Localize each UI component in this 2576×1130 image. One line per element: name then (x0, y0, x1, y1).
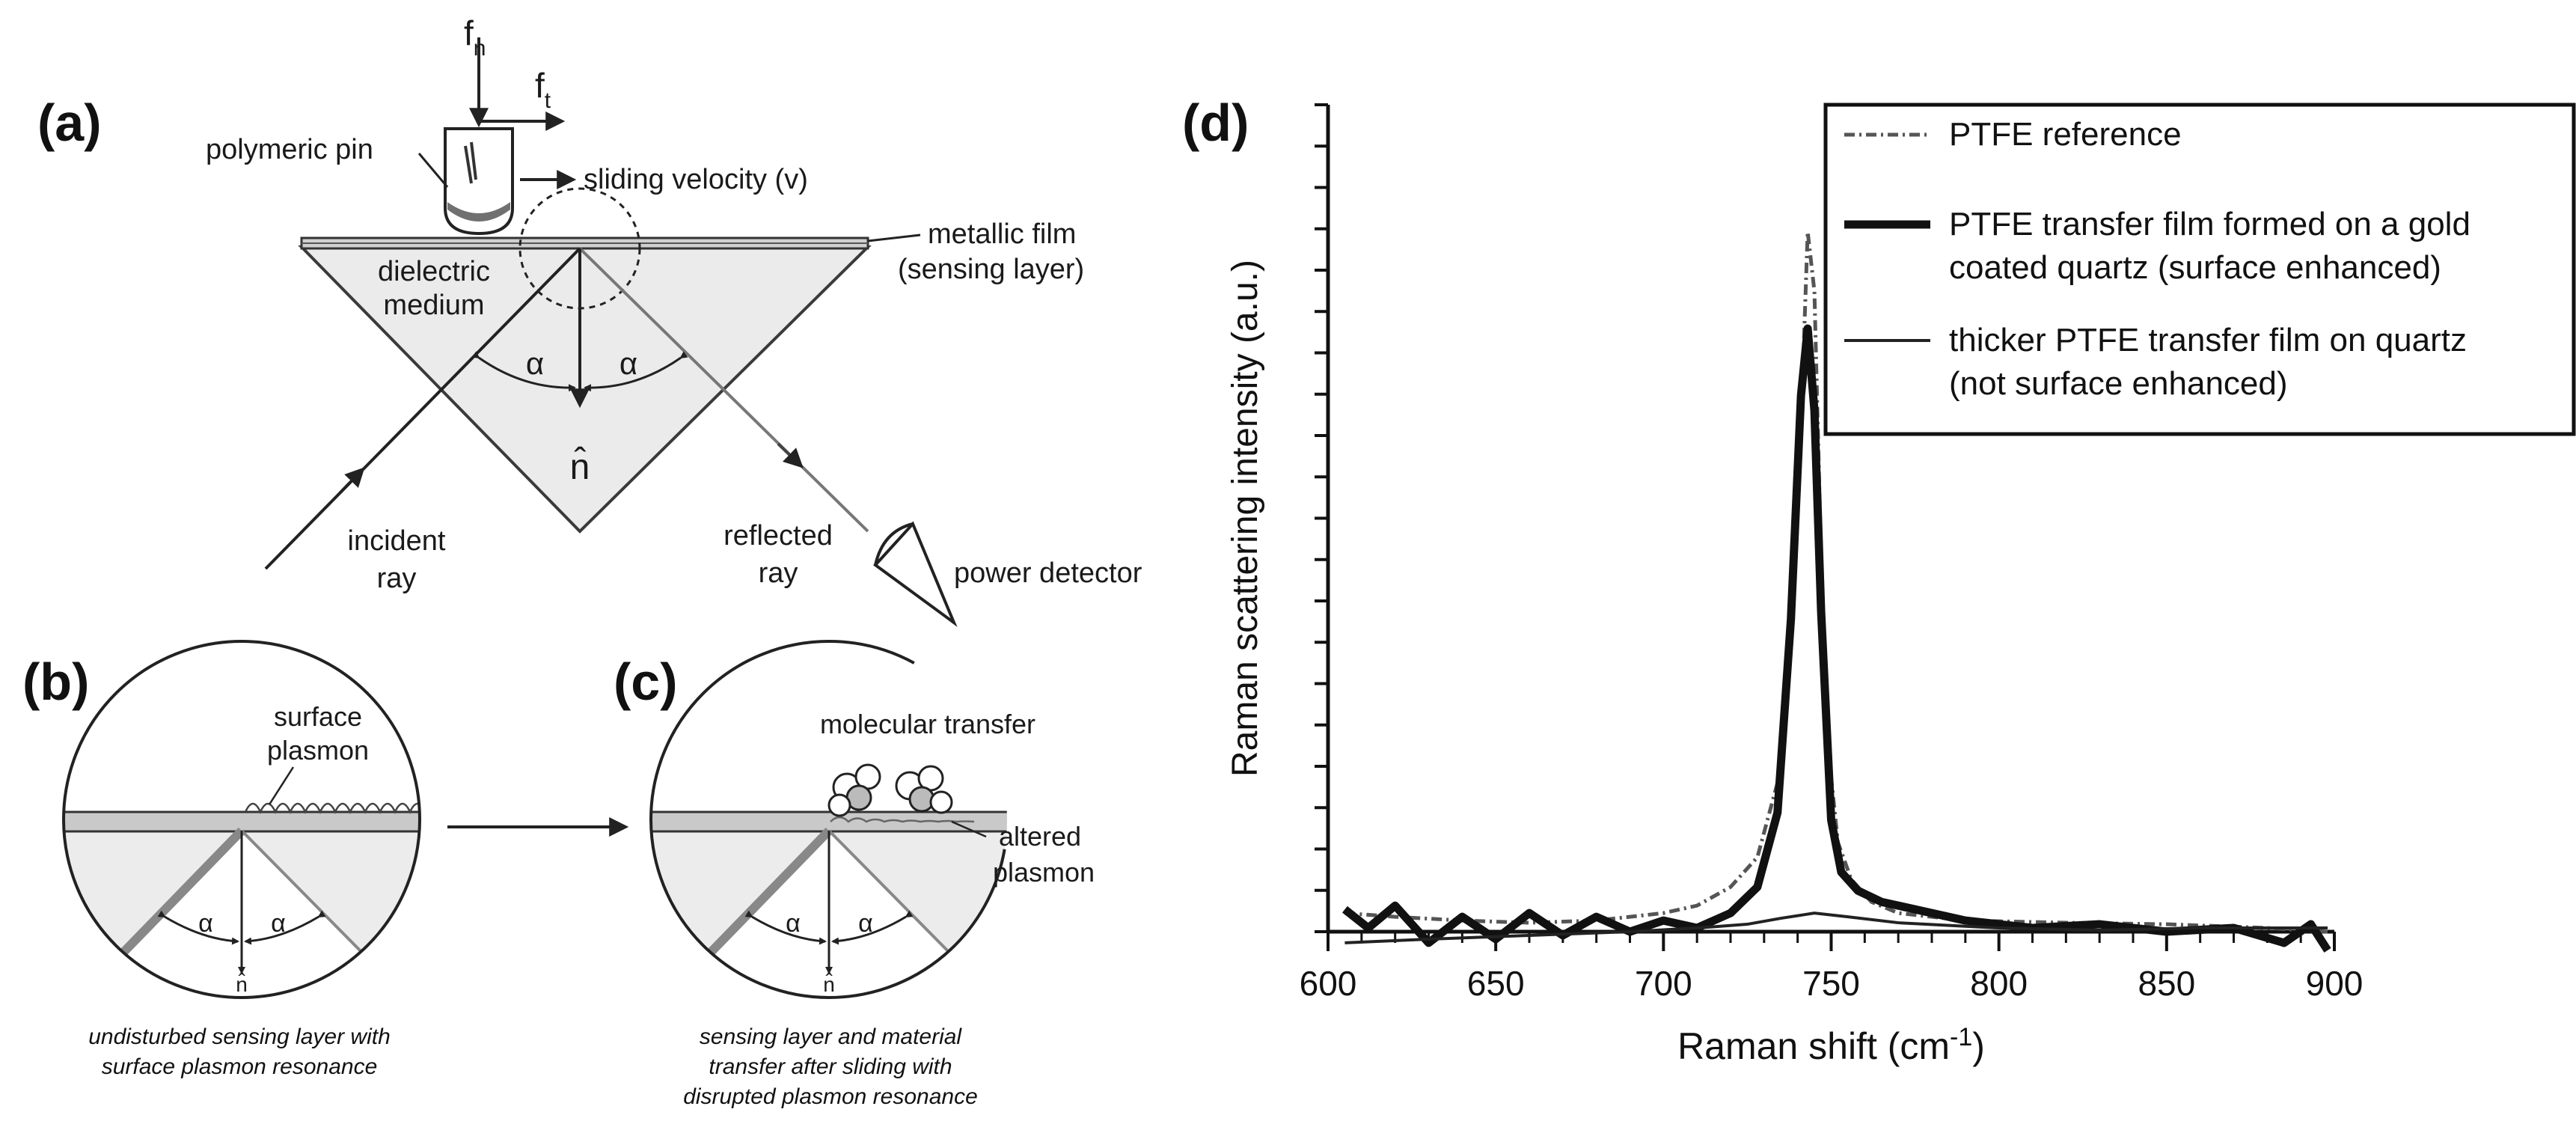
x-axis-label: Raman shift (cm-1) (1677, 1023, 1985, 1067)
reflected-ray-label: ray (759, 558, 798, 589)
legend-entry-2: coated quartz (surface enhanced) (1949, 249, 2441, 286)
altered-plasmon-wave (830, 816, 975, 823)
angle-arc-left (471, 351, 576, 392)
altered-plasmon-label: plasmon (993, 857, 1095, 888)
power-detector-label: power detector (954, 558, 1142, 589)
metallic-film-label: metallic film (928, 219, 1076, 250)
caption-c-line3: disrupted plasmon resonance (683, 1084, 978, 1109)
x-tick-label: 850 (2138, 964, 2195, 1003)
legend-entry-3: (not surface enhanced) (1949, 365, 2288, 402)
x-tick-label: 800 (1970, 964, 2028, 1003)
angle-left-b: α (198, 909, 213, 938)
panel-a-label: (a) (37, 94, 102, 152)
x-tick-label: 700 (1635, 964, 1692, 1003)
caption-b-line1: undisturbed sensing layer with (88, 1024, 391, 1049)
series-line-3 (1344, 911, 2328, 944)
normal-label-c: n̂ (823, 973, 835, 996)
caption-c-line1: sensing layer and material (700, 1024, 963, 1049)
raman-chart: 600 650 700 750 800 850 900 Raman shift (cm-1) R… (1226, 103, 2576, 1067)
power-detector-icon (873, 521, 958, 627)
polymeric-pin-label: polymeric pin (206, 134, 373, 165)
x-tick-label: 900 (2306, 964, 2364, 1003)
panel-c-label: (c) (614, 653, 678, 711)
molecular-transfer-label: molecular transfer (820, 709, 1035, 739)
zoom-circle-b (62, 640, 421, 999)
incident-label: incident (348, 525, 446, 557)
angle-right-c: α (858, 909, 873, 938)
incident-ray-label: ray (377, 563, 417, 594)
x-tick-label: 650 (1467, 964, 1525, 1003)
dielectric-label: dielectric (378, 256, 490, 287)
angle-right-label: α (619, 346, 637, 381)
panel-d-label: (d) (1182, 94, 1249, 152)
polymeric-pin-icon (444, 127, 514, 236)
x-tick-label: 600 (1300, 964, 1357, 1003)
x-tick-label: 750 (1802, 964, 1860, 1003)
angle-left-c: α (786, 909, 801, 938)
caption-c-line2: transfer after sliding with (709, 1054, 952, 1079)
panel-a: (a) fn ft polymeric pin sliding velocity… (37, 13, 1142, 627)
medium-label: medium (383, 290, 484, 321)
legend-entry-1: PTFE reference (1949, 116, 2182, 153)
reflected-label: reflected (723, 520, 833, 552)
surface-plasmon-wave (244, 802, 420, 815)
legend-entry-2: PTFE transfer film formed on a gold (1949, 206, 2471, 242)
surface-label: surface (274, 701, 362, 732)
zoom-circle-c (649, 640, 1009, 999)
y-axis-label: Raman scattering intensity (a.u.) (1226, 260, 1265, 777)
incident-ray (264, 247, 581, 570)
normal-label-b: n̂ (236, 973, 248, 996)
series-line-2 (1342, 324, 2331, 953)
panel-c: (c) α α n̂ molecular transfer (614, 640, 1095, 1109)
panel-b-label: (b) (22, 653, 89, 711)
angle-arc-right (584, 351, 688, 392)
normal-label: n̂ (570, 447, 590, 487)
molecule-cluster-icon (827, 763, 953, 817)
legend-box (1823, 103, 2576, 436)
panel-d: (d) 600 650 700 750 800 850 900 Raman shift (cm… (1182, 94, 2576, 1067)
legend-entry-3: thicker PTFE transfer film on quartz (1949, 322, 2467, 358)
angle-right-b: α (271, 909, 286, 938)
force-tangential-label: ft (535, 66, 551, 113)
caption-b-line2: surface plasmon resonance (102, 1054, 378, 1079)
altered-label: altered (999, 821, 1081, 852)
panel-b: (b) α α n̂ surface plasmon undisturbed s… (22, 640, 421, 1079)
force-normal-label: fn (464, 13, 486, 61)
angle-left-label: α (526, 346, 544, 381)
reflected-ray (578, 247, 869, 533)
plasmon-label: plasmon (267, 735, 369, 766)
sliding-velocity-label: sliding velocity (v) (584, 164, 808, 195)
sensing-layer-label: (sensing layer) (898, 254, 1084, 285)
